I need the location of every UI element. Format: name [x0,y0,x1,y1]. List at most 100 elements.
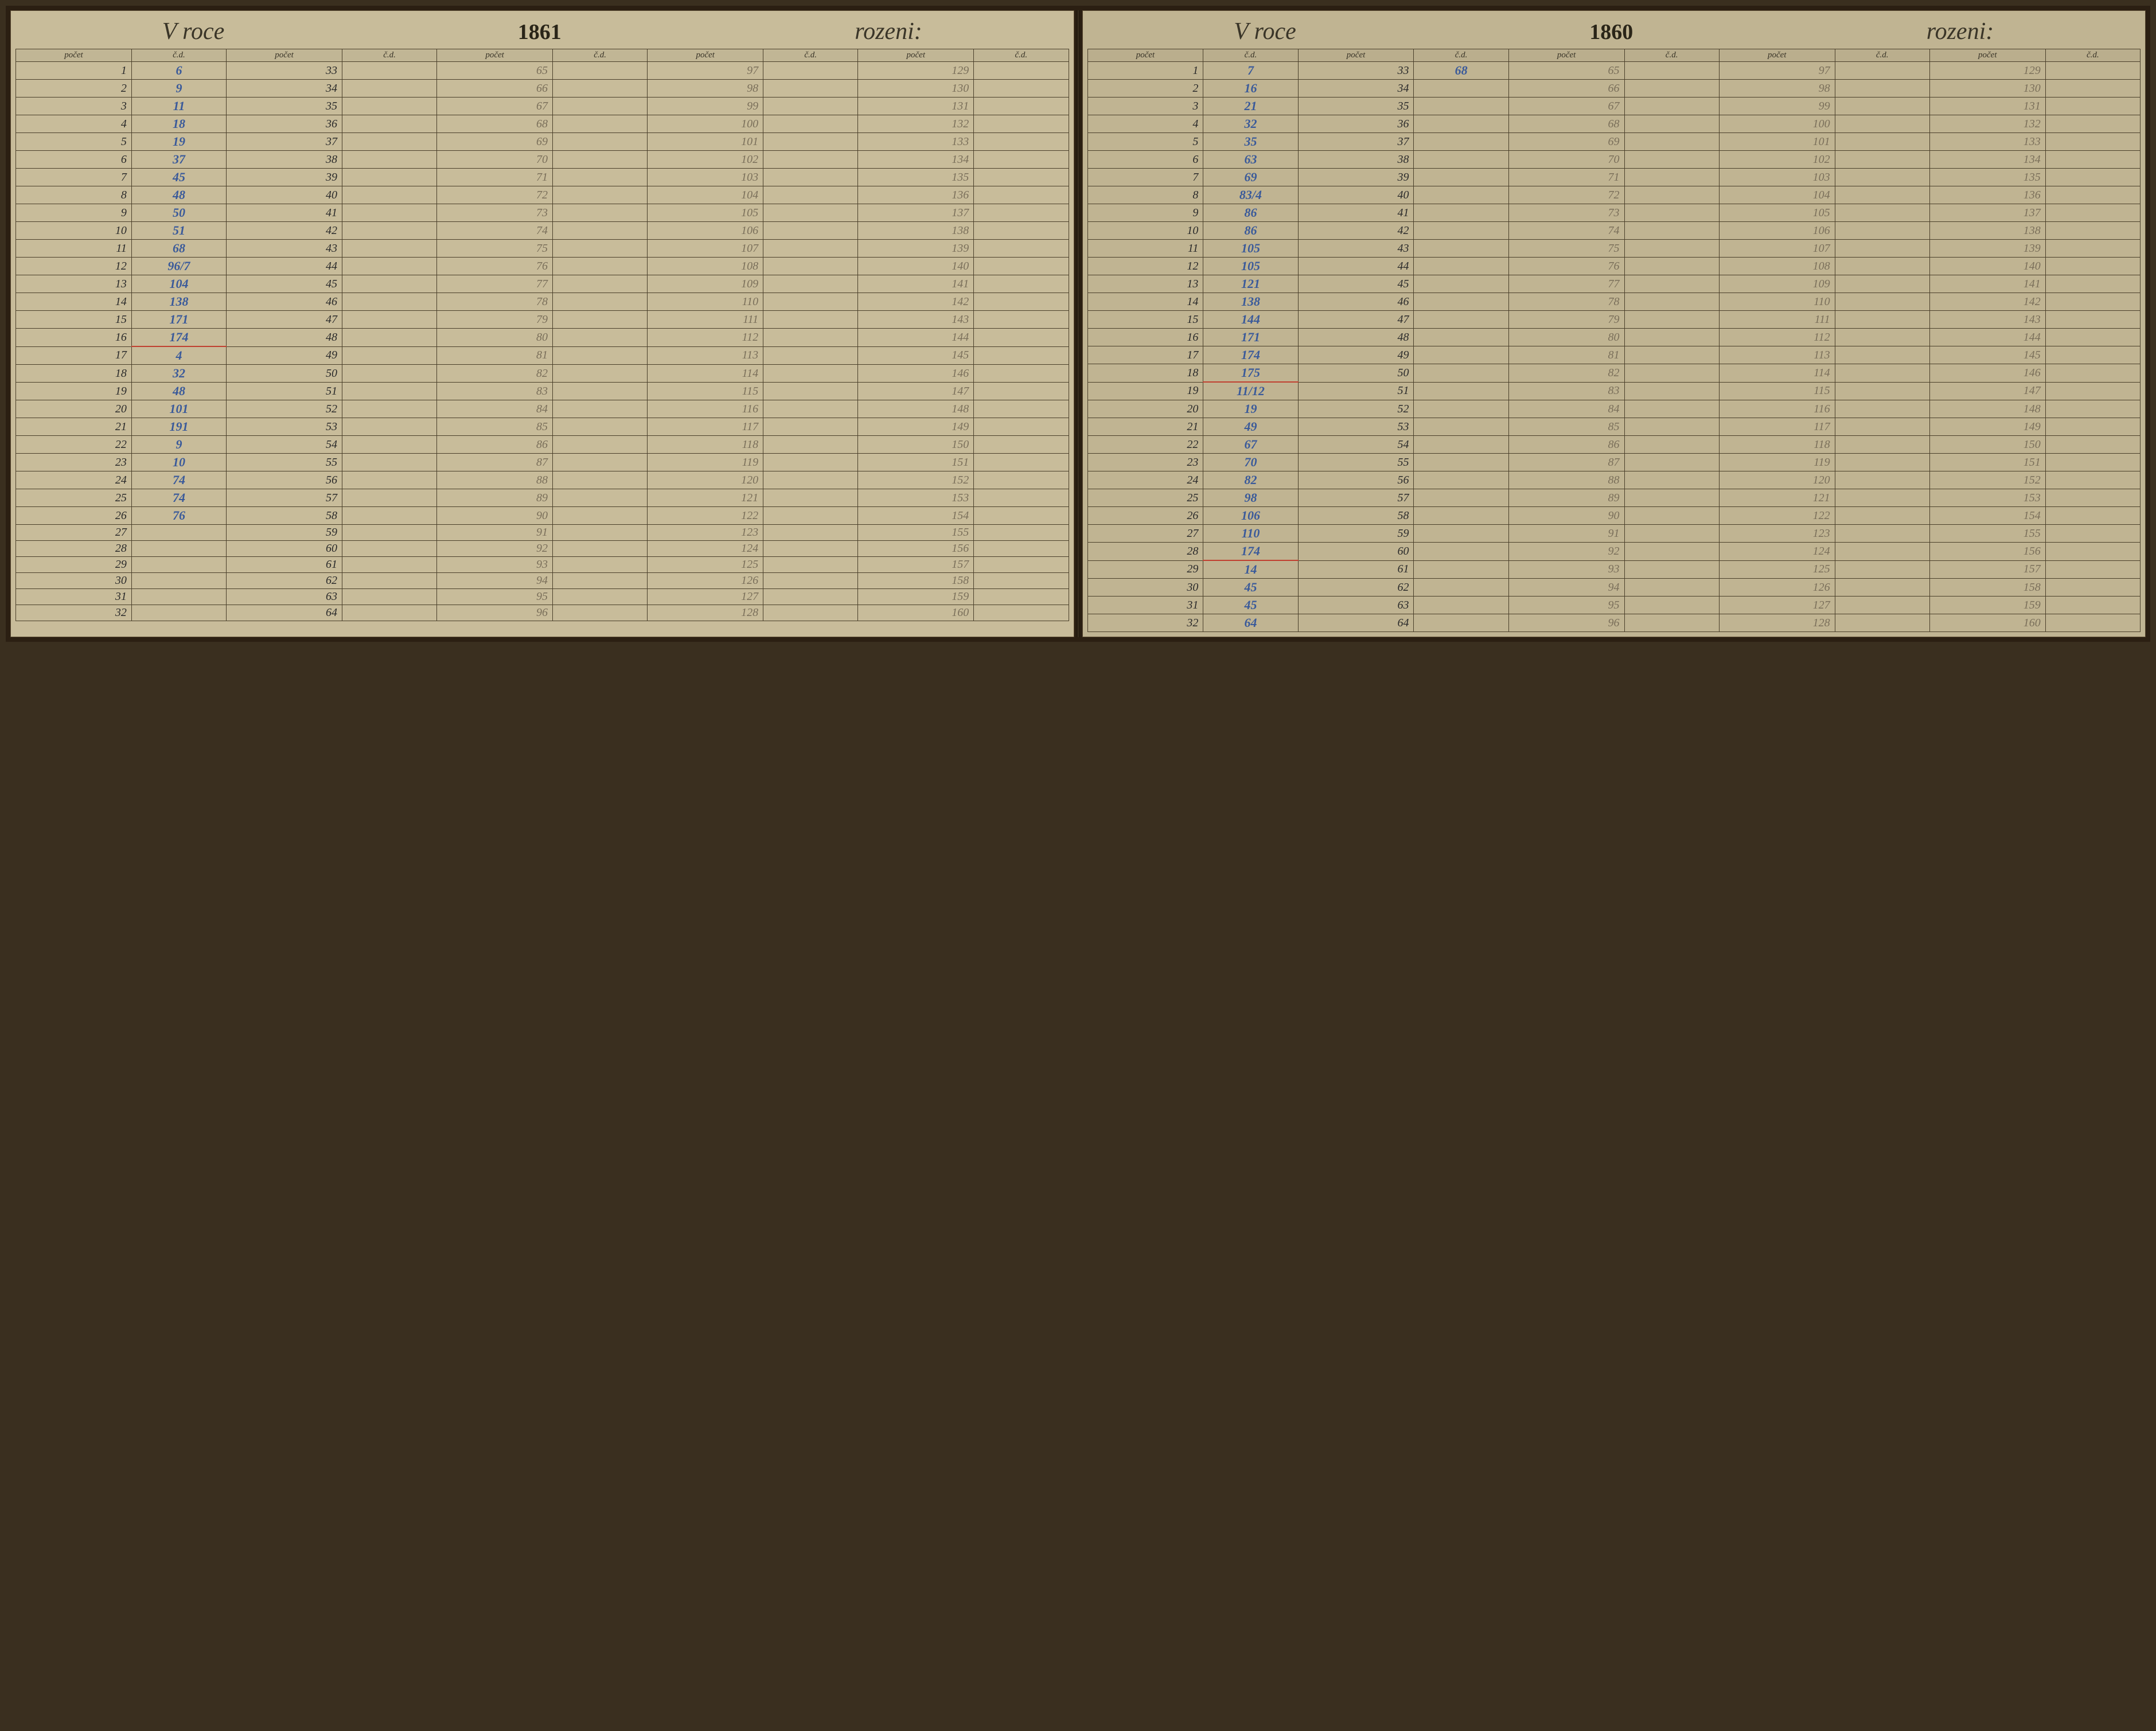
cell-pocet: 119 [648,454,763,471]
table-row: 321356799131 [1087,98,2141,115]
cell-cd [1835,382,1929,400]
cell-pocet: 86 [1508,436,1624,454]
table-row: 23705587119151 [1087,454,2141,471]
cell-cd [1624,525,1719,543]
cell-pocet: 118 [648,436,763,454]
header-pocet: počet [1929,49,2045,62]
cell-cd [2045,489,2140,507]
table-row: 316395127159 [16,589,1069,605]
cell-cd [553,573,648,589]
cell-cd [553,471,648,489]
cell-pocet: 60 [1298,543,1414,561]
cell-cd: 49 [1203,418,1298,436]
cell-pocet: 87 [437,454,553,471]
table-row: 25985789121153 [1087,489,2141,507]
cell-pocet: 38 [227,151,342,169]
cell-cd [1414,507,1508,525]
cell-pocet: 6 [1087,151,1203,169]
cell-pocet: 71 [1508,169,1624,186]
cell-pocet: 107 [1719,240,1835,258]
cell-cd [1624,186,1719,204]
cell-pocet: 10 [1087,222,1203,240]
cell-cd [1835,293,1929,311]
cell-pocet: 30 [1087,579,1203,597]
cell-cd [1624,62,1719,80]
table-row: 29146193125157 [1087,560,2141,579]
cell-pocet: 4 [16,115,132,133]
cell-pocet: 58 [1298,507,1414,525]
cell-pocet: 132 [858,115,974,133]
table-row: 1911/125183115147 [1087,382,2141,400]
cell-pocet: 145 [858,346,974,365]
cell-pocet: 78 [1508,293,1624,311]
table-row: 1296/74476108140 [16,258,1069,275]
cell-cd: 76 [131,507,226,525]
cell-pocet: 4 [1087,115,1203,133]
cell-pocet: 93 [437,557,553,573]
cell-cd [553,507,648,525]
cell-pocet: 39 [227,169,342,186]
cell-cd [763,169,858,186]
cell-pocet: 95 [437,589,553,605]
cell-cd [1624,115,1719,133]
cell-cd [553,557,648,573]
cell-cd [1414,525,1508,543]
cell-pocet: 91 [437,525,553,541]
cell-pocet: 153 [858,489,974,507]
header-cd: č.d. [1624,49,1719,62]
cell-pocet: 67 [437,98,553,115]
cell-pocet: 57 [1298,489,1414,507]
cell-pocet: 156 [1929,543,2045,561]
cell-cd: 18 [131,115,226,133]
cell-pocet: 18 [16,365,132,383]
cell-cd [342,293,436,311]
cell-cd [763,275,858,293]
cell-cd [974,589,1069,605]
cell-pocet: 88 [1508,471,1624,489]
cell-cd [1414,258,1508,275]
cell-cd [1414,543,1508,561]
cell-pocet: 131 [1929,98,2045,115]
cell-cd [1835,597,1929,614]
cell-cd [342,525,436,541]
table-row: 6633870102134 [1087,151,2141,169]
cell-cd [2045,471,2140,489]
cell-cd [131,589,226,605]
cell-cd [974,383,1069,400]
cell-cd [342,204,436,222]
cell-cd [2045,186,2140,204]
cell-pocet: 72 [437,186,553,204]
cell-cd [763,489,858,507]
cell-cd: 11 [131,98,226,115]
cell-cd [2045,400,2140,418]
cell-cd [974,151,1069,169]
cell-pocet: 138 [1929,222,2045,240]
table-row: 16336597129 [16,62,1069,80]
cell-cd [342,557,436,573]
cell-pocet: 139 [1929,240,2045,258]
cell-cd [974,605,1069,621]
cell-cd: 63 [1203,151,1298,169]
cell-pocet: 18 [1087,364,1203,383]
cell-pocet: 114 [648,365,763,383]
cell-pocet: 153 [1929,489,2045,507]
cell-pocet: 157 [858,557,974,573]
cell-cd [974,418,1069,436]
cell-pocet: 56 [227,471,342,489]
cell-cd: 9 [131,80,226,98]
cell-cd [1835,258,1929,275]
cell-cd: 19 [1203,400,1298,418]
cell-pocet: 116 [1719,400,1835,418]
cell-cd [2045,382,2140,400]
cell-pocet: 126 [1719,579,1835,597]
cell-pocet: 140 [1929,258,2045,275]
cell-pocet: 95 [1508,597,1624,614]
cell-pocet: 48 [227,329,342,347]
cell-cd [763,454,858,471]
cell-cd [1414,186,1508,204]
cell-cd [342,383,436,400]
cell-cd [763,525,858,541]
cell-pocet: 91 [1508,525,1624,543]
cell-cd [2045,258,2140,275]
cell-pocet: 34 [227,80,342,98]
